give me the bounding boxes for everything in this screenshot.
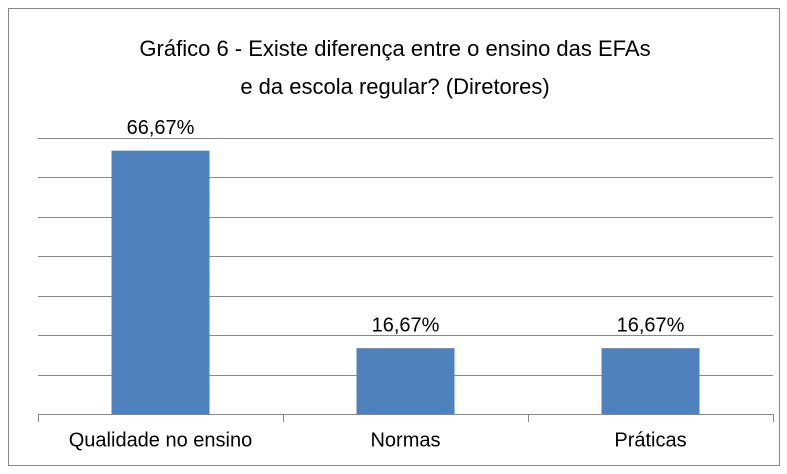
x-tick-label: Práticas	[614, 429, 686, 451]
chart-title: Gráfico 6 - Existe diferença entre o ens…	[139, 36, 650, 61]
bar	[111, 150, 210, 414]
x-tick-label: Normas	[370, 429, 440, 451]
data-label: 66,67%	[127, 117, 195, 139]
data-label: 16,67%	[617, 314, 685, 336]
chart-title: e da escola regular? (Diretores)	[240, 74, 549, 99]
bar	[601, 348, 700, 414]
x-tick-label: Qualidade no ensino	[69, 429, 252, 451]
bar	[356, 348, 455, 414]
data-label: 16,67%	[372, 314, 440, 336]
